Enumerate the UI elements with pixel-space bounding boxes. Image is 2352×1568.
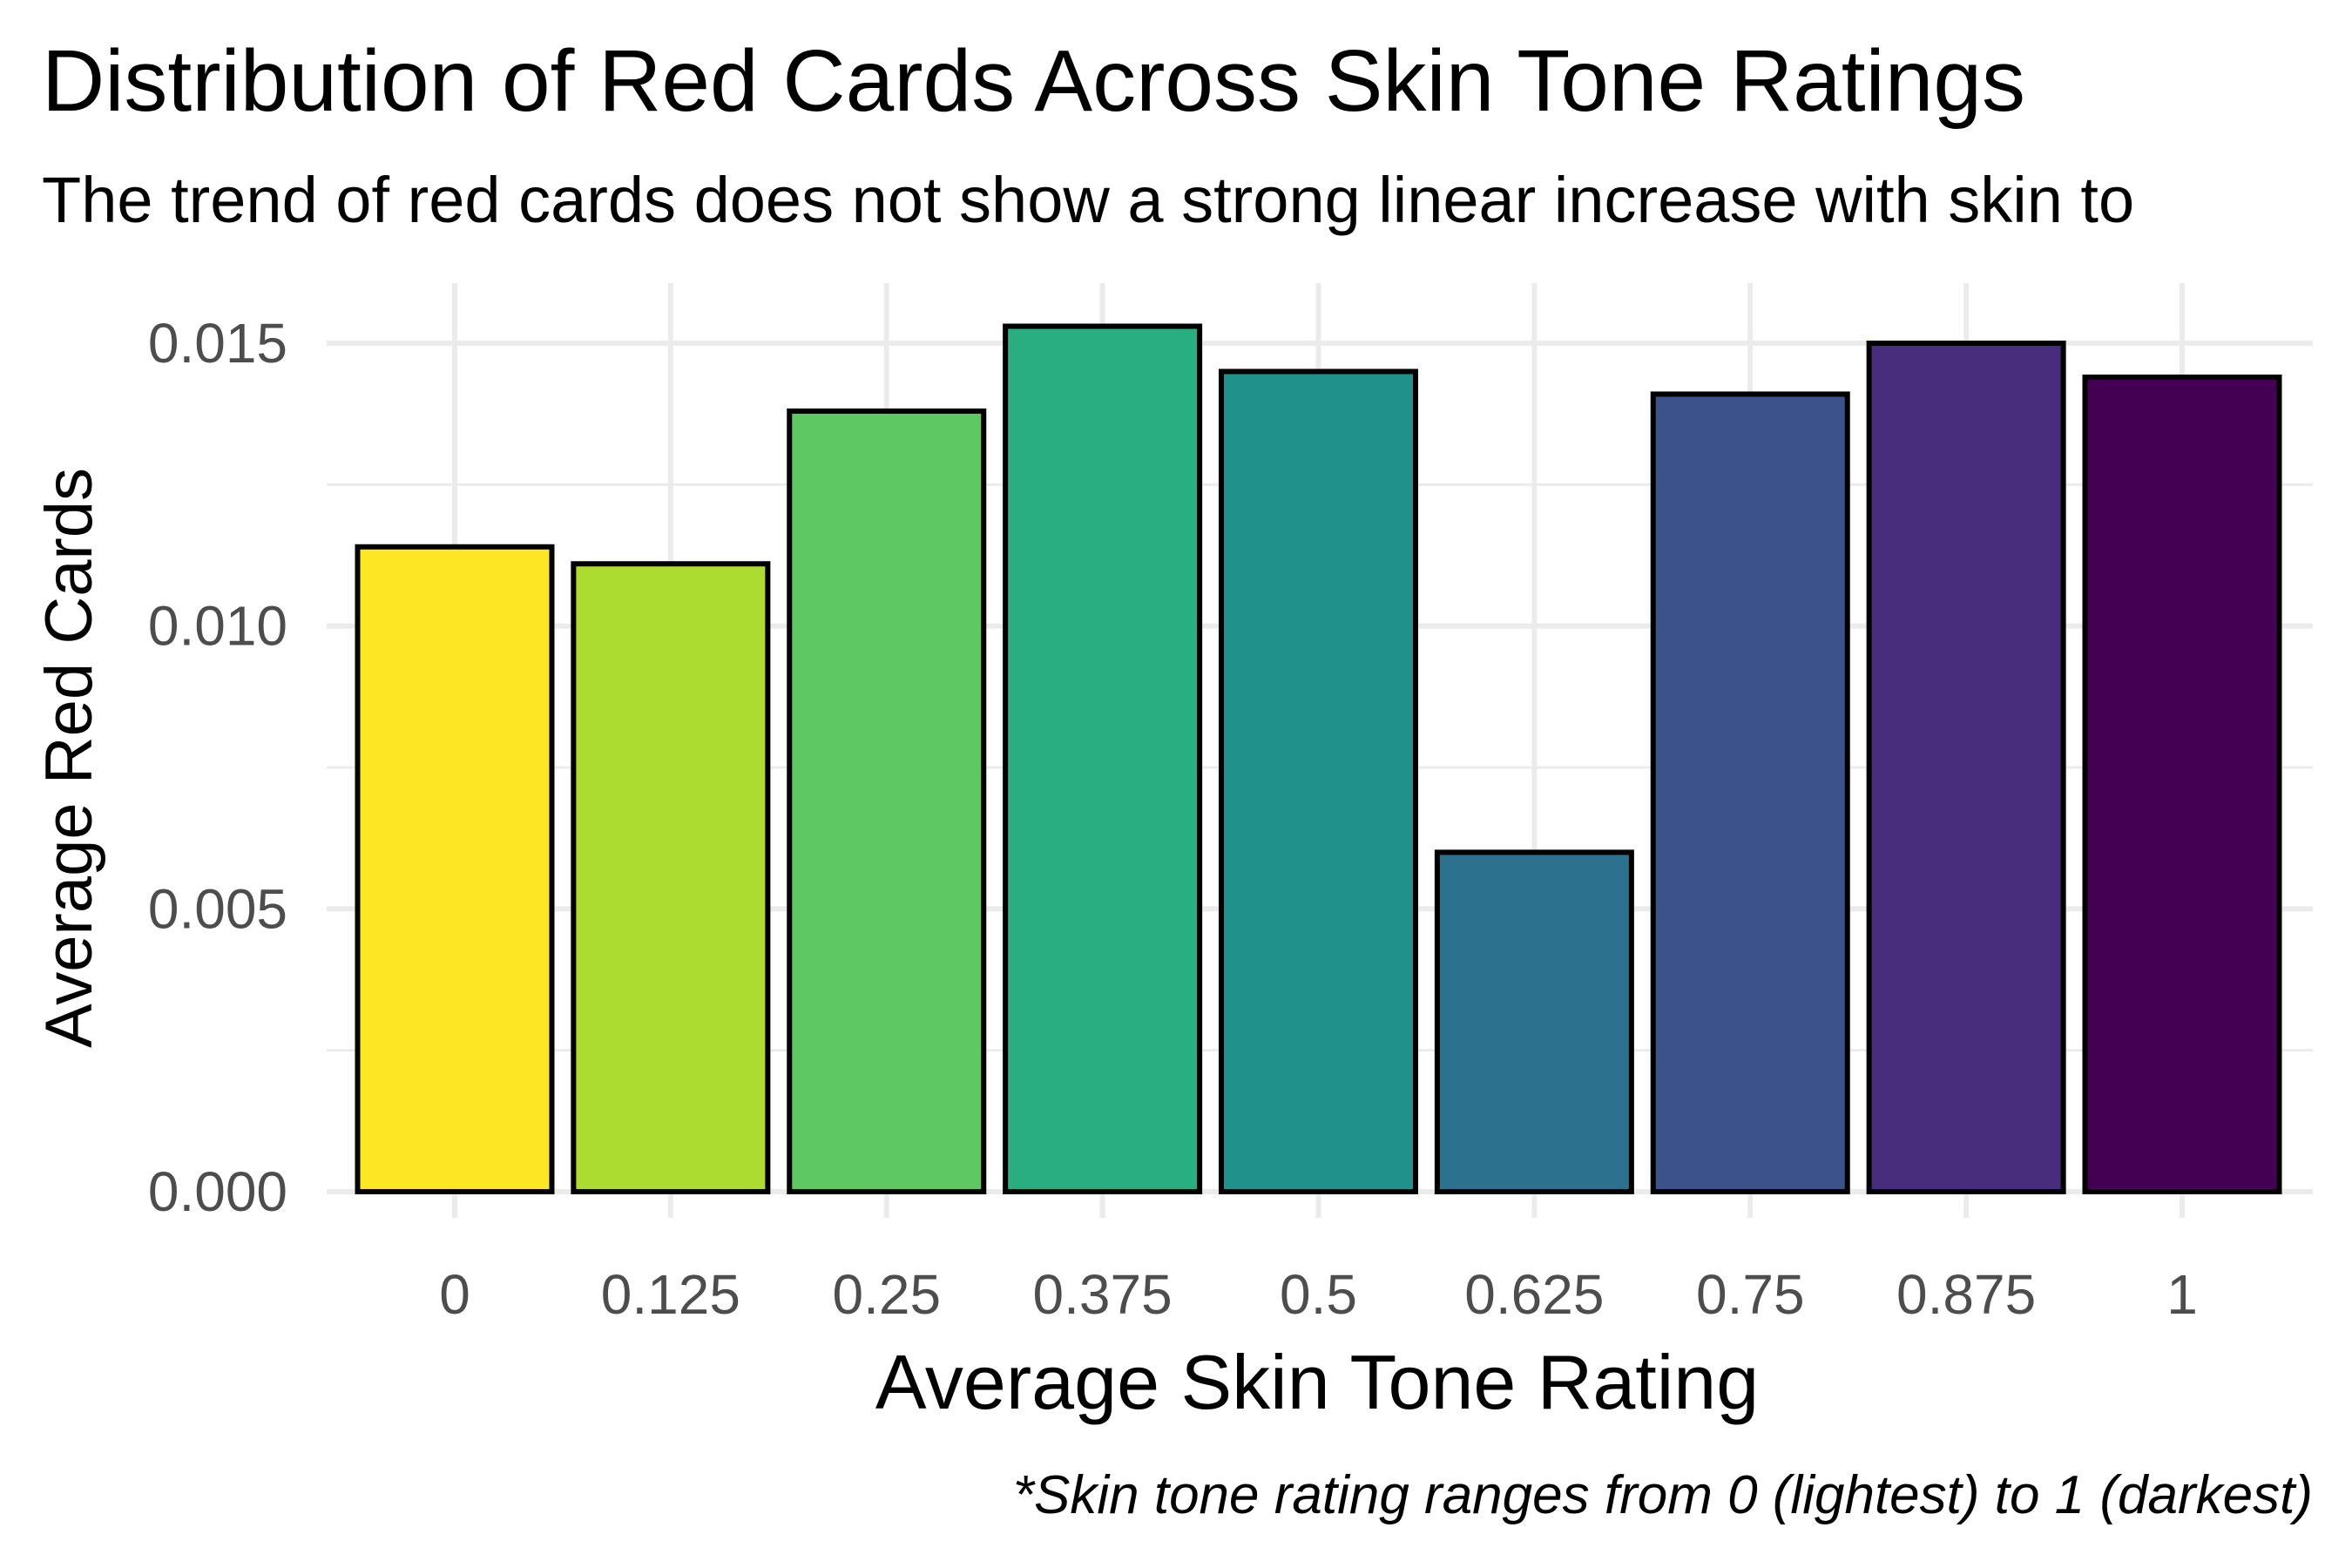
x-tick-label: 0.625 [1464,1263,1604,1326]
bar-0.125 [571,561,771,1194]
y-axis-ticks: 0.000 0.005 0.010 0.015 [148,312,287,1223]
y-tick-label: 0.005 [148,877,287,940]
x-tick-label: 0.75 [1696,1263,1805,1326]
y-tick-label: 0.000 [148,1160,287,1223]
y-axis-title: Average Red Cards [32,468,106,1048]
x-tick-label: 0.375 [1033,1263,1173,1326]
x-tick-label: 0.25 [832,1263,941,1326]
bar-0.625 [1434,849,1634,1195]
bars [355,323,2282,1195]
bar-0.375 [1003,323,1203,1194]
bar-0.25 [787,408,987,1195]
x-tick-label: 0.875 [1896,1263,2036,1326]
x-tick-label: 0.5 [1280,1263,1357,1326]
x-axis-title: Average Skin Tone Rating [875,1339,1759,1425]
chart-caption: *Skin tone rating ranges from 0 (lightes… [1013,1465,2313,1525]
x-tick-label: 1 [2166,1263,2198,1326]
bar-1 [2082,374,2282,1194]
bar-0.5 [1219,368,1418,1194]
y-tick-label: 0.010 [148,595,287,658]
bar-0 [355,544,555,1194]
x-axis-ticks: 0 0.125 0.25 0.375 0.5 0.625 0.75 0.875 1 [439,1263,2198,1326]
y-tick-label: 0.015 [148,312,287,375]
chart-title: Distribution of Red Cards Across Skin To… [42,32,2025,130]
chart-subtitle: The trend of red cards does not show a s… [42,164,2134,236]
x-tick-label: 0.125 [601,1263,740,1326]
x-tick-label: 0 [439,1263,470,1326]
bar-0.75 [1650,391,1850,1194]
bar-0.875 [1866,341,2066,1194]
